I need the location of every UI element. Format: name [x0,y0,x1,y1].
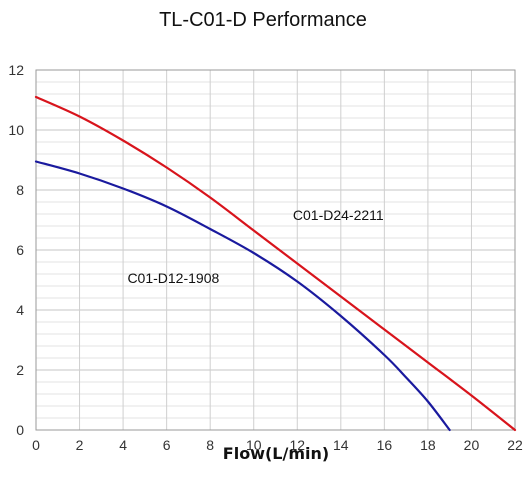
x-tick-label: 14 [333,437,349,453]
x-axis-label: Flow(L/min) [223,444,329,463]
series-lines [34,95,517,432]
x-tick-label: 0 [32,437,40,453]
x-tick-label: 12 [289,437,305,453]
x-tick-label: 10 [246,437,262,453]
grid-lines [35,69,516,431]
x-tick-label: 8 [206,437,214,453]
y-tick-label: 12 [8,62,24,78]
y-tick-label: 0 [16,422,24,438]
x-tick-label: 20 [464,437,480,453]
series-annotations: C01-D24-2211 C01-D12-1908 [127,207,383,286]
plot-border [35,69,516,431]
x-tick-label: 6 [163,437,171,453]
x-tick-label: 2 [76,437,84,453]
y-tick-label: 2 [16,362,24,378]
series-line-c01-d24-2211 [34,95,517,432]
x-tick-label: 16 [377,437,393,453]
series-annotation-label: C01-D24-2211 [293,207,384,223]
y-tick-labels: 0 2 4 6 8 10 12 [8,62,24,438]
plot-frame [35,69,516,431]
x-tick-label: 18 [420,437,436,453]
x-tick-label: 22 [507,437,523,453]
chart-title: TL-C01-D Performance [159,9,367,31]
series-annotation-label: C01-D12-1908 [127,270,219,286]
y-tick-label: 10 [8,122,24,138]
y-tick-label: 8 [16,182,24,198]
series-line-c01-d12-1908 [34,160,451,432]
x-tick-labels: 0 2 4 6 8 10 12 14 16 18 20 22 [32,437,523,453]
y-tick-label: 4 [16,302,24,318]
y-tick-label: 6 [16,242,24,258]
x-tick-label: 4 [119,437,127,453]
